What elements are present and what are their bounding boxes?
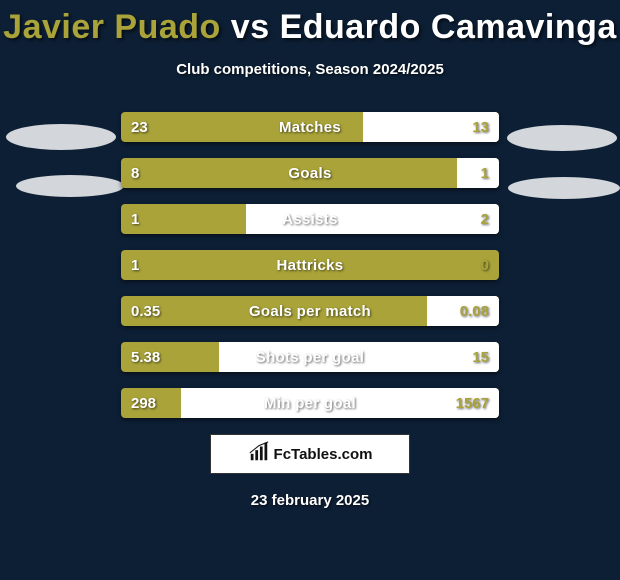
decor-ellipse [507,125,617,151]
stat-value-right: 1567 [456,388,489,418]
stat-label: Goals [121,158,499,188]
page-title: Javier Puado vs Eduardo Camavinga [0,0,620,47]
stat-label: Hattricks [121,250,499,280]
brand-box[interactable]: FcTables.com [210,434,410,474]
date: 23 february 2025 [0,492,620,509]
decor-ellipse [16,175,124,197]
stat-row: 0.35Goals per match0.08 [121,296,499,326]
stat-value-right: 0.08 [460,296,489,326]
stat-label: Matches [121,112,499,142]
title-vs: vs [231,8,270,46]
stat-label: Assists [121,204,499,234]
stat-row: 1Hattricks0 [121,250,499,280]
stats-container: 23Matches138Goals11Assists21Hattricks00.… [121,112,499,418]
stat-row: 5.38Shots per goal15 [121,342,499,372]
stat-label: Min per goal [121,388,499,418]
stat-row: 298Min per goal1567 [121,388,499,418]
stat-value-right: 1 [481,158,489,188]
stat-label: Goals per match [121,296,499,326]
title-player2: Eduardo Camavinga [280,8,617,46]
subtitle: Club competitions, Season 2024/2025 [0,61,620,78]
decor-ellipse [6,124,116,150]
stat-value-right: 15 [472,342,489,372]
decor-ellipse [508,177,620,199]
stat-value-right: 2 [481,204,489,234]
stat-row: 1Assists2 [121,204,499,234]
stat-value-right: 13 [472,112,489,142]
stat-row: 23Matches13 [121,112,499,142]
bar-chart-icon [248,441,270,468]
title-player1: Javier Puado [3,8,221,46]
brand-text: FcTables.com [274,446,373,463]
stat-row: 8Goals1 [121,158,499,188]
stat-value-right: 0 [481,250,489,280]
stat-label: Shots per goal [121,342,499,372]
